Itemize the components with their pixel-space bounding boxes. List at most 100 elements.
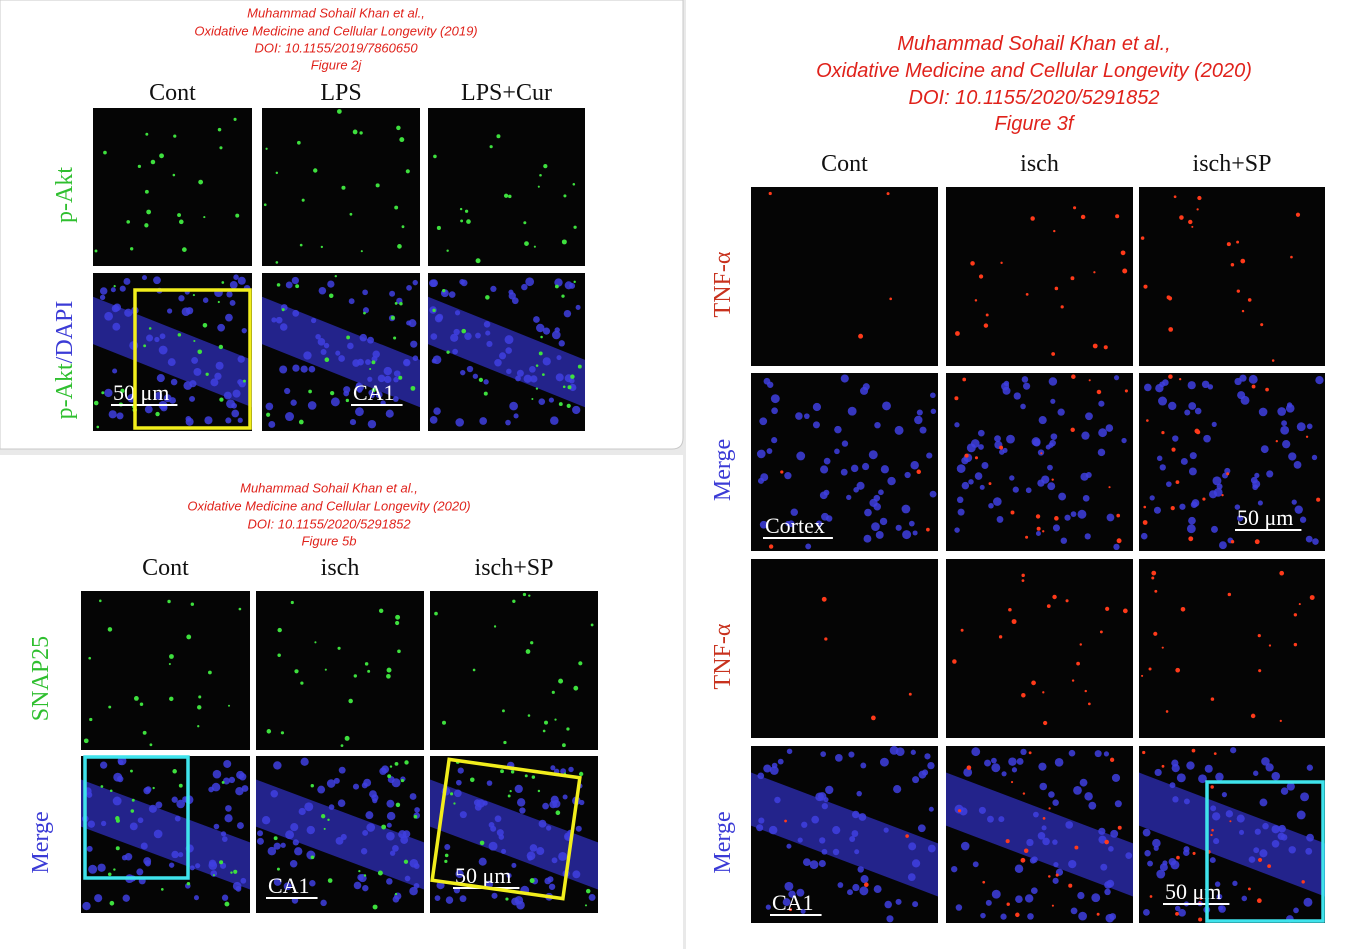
nucleus: [521, 283, 528, 291]
nucleus: [1214, 881, 1221, 887]
column-header: isch: [1020, 151, 1059, 177]
signal: [974, 299, 978, 302]
nucleus: [795, 412, 803, 420]
signal: [301, 198, 305, 202]
nucleus: [856, 790, 862, 797]
signal: [1054, 286, 1059, 291]
nucleus: [121, 854, 128, 861]
signal: [397, 244, 402, 249]
signal: [344, 735, 350, 741]
nucleus: [525, 277, 535, 287]
signal: [459, 207, 463, 211]
signal: [1180, 606, 1186, 612]
micrograph-bg: [430, 591, 598, 750]
signal: [120, 388, 125, 393]
signal: [1070, 276, 1075, 281]
signal: [169, 696, 174, 702]
signal: [535, 387, 539, 390]
signal: [88, 656, 92, 660]
signal: [573, 685, 579, 691]
nucleus: [1241, 895, 1248, 902]
nucleus: [908, 520, 915, 527]
nucleus: [231, 409, 240, 418]
signal: [173, 134, 177, 138]
nucleus: [1039, 782, 1048, 791]
signal: [395, 614, 401, 620]
nucleus: [930, 392, 936, 399]
nucleus: [784, 881, 794, 891]
nucleus: [1188, 516, 1196, 525]
signal: [403, 859, 409, 864]
signal: [308, 389, 312, 394]
nucleus: [1047, 464, 1053, 471]
nucleus: [178, 295, 185, 302]
signal: [555, 810, 561, 816]
signal: [299, 243, 303, 247]
nucleus: [455, 418, 464, 427]
nucleus: [279, 323, 288, 331]
nucleus: [1140, 532, 1148, 540]
scale-annotation: CA1: [772, 890, 814, 915]
nucleus: [914, 415, 923, 425]
signal: [327, 818, 330, 822]
nucleus: [292, 364, 300, 372]
nucleus: [148, 804, 157, 813]
nucleus: [871, 522, 880, 531]
nucleus: [1031, 856, 1038, 863]
nucleus: [210, 378, 219, 387]
nucleus: [159, 333, 166, 340]
nucleus: [505, 347, 512, 354]
nucleus: [402, 830, 411, 838]
nucleus: [533, 316, 540, 323]
signal: [228, 704, 231, 707]
nucleus: [412, 279, 418, 286]
nucleus: [955, 904, 963, 911]
signal: [1256, 898, 1262, 904]
signal: [217, 300, 220, 304]
signal: [89, 717, 93, 722]
nucleus: [812, 402, 822, 412]
nucleus: [225, 805, 232, 812]
nucleus: [284, 387, 291, 395]
nucleus: [854, 849, 860, 855]
nucleus: [1060, 537, 1068, 544]
nucleus: [548, 397, 555, 403]
nucleus: [496, 829, 504, 837]
nucleus: [563, 309, 572, 318]
signal: [1000, 261, 1003, 265]
signal: [197, 725, 200, 728]
nucleus: [1104, 888, 1111, 896]
signal: [144, 223, 149, 228]
nucleus: [1293, 907, 1299, 914]
nucleus: [1054, 758, 1064, 767]
signal: [1171, 447, 1176, 452]
nucleus: [1271, 839, 1280, 848]
nucleus: [195, 863, 201, 869]
nucleus: [1281, 420, 1287, 427]
signal: [533, 245, 536, 248]
nucleus: [880, 465, 889, 474]
nucleus: [174, 815, 181, 822]
nucleus: [116, 412, 124, 420]
nucleus: [167, 308, 173, 314]
nucleus: [1183, 846, 1190, 853]
row-label-part: /DAPI: [52, 301, 78, 364]
signal: [1087, 702, 1091, 706]
signal: [1199, 897, 1203, 901]
signal: [1197, 195, 1202, 201]
nucleus: [328, 804, 335, 810]
signal: [100, 785, 104, 788]
nucleus: [189, 380, 197, 388]
signal: [340, 744, 344, 748]
signal: [1236, 289, 1240, 293]
nucleus: [848, 751, 855, 758]
signal: [954, 396, 959, 401]
nucleus: [488, 841, 498, 851]
signal: [294, 669, 299, 674]
nucleus: [1271, 825, 1280, 834]
signal: [1042, 691, 1045, 694]
row-label: TNF-α: [710, 623, 736, 689]
nucleus: [479, 417, 488, 425]
signal: [145, 132, 149, 136]
signal: [369, 367, 372, 371]
